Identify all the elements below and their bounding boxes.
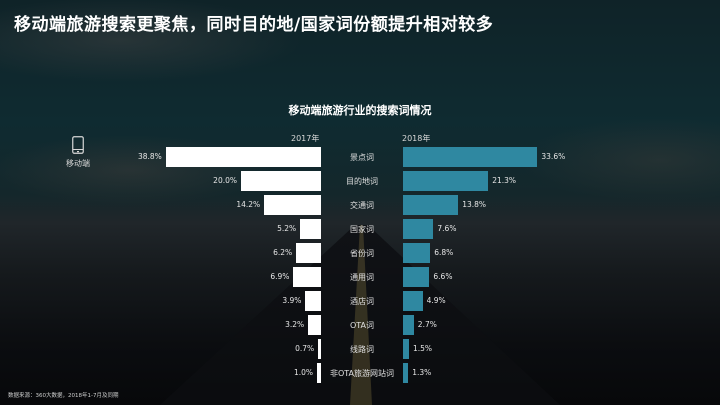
device-label: 移动端 xyxy=(66,159,90,168)
value-label-2018: 7.6% xyxy=(437,224,457,233)
value-label-2018: 1.5% xyxy=(413,344,433,353)
category-label: OTA词 xyxy=(349,321,375,330)
chart-row: 6.2% 省份词 6.8% xyxy=(0,243,720,263)
bar-2018 xyxy=(403,339,409,359)
chart-row: 38.8% 景点词 33.6% xyxy=(0,147,720,167)
chart-row: 5.2% 国家词 7.6% xyxy=(0,219,720,239)
value-label-2018: 6.6% xyxy=(433,272,453,281)
bar-2018 xyxy=(403,363,409,383)
category-label: 国家词 xyxy=(350,225,374,234)
bar-2017 xyxy=(317,363,321,383)
chart-row: 3.9% 酒店词 4.9% xyxy=(0,291,720,311)
bar-2017 xyxy=(308,315,321,335)
value-label-2017: 6.9% xyxy=(270,272,290,281)
bar-2017 xyxy=(264,195,321,215)
category-label: 目的地词 xyxy=(346,177,378,186)
chart-row: 14.2% 交通词 13.8% xyxy=(0,195,720,215)
bar-2018 xyxy=(403,243,431,263)
value-label-2017: 3.2% xyxy=(285,320,305,329)
value-label-2018: 13.8% xyxy=(462,200,487,209)
bar-2017 xyxy=(305,291,321,311)
bar-2018 xyxy=(403,315,414,335)
value-label-2018: 2.7% xyxy=(417,320,437,329)
value-label-2018: 33.6% xyxy=(541,152,566,161)
bar-2018 xyxy=(403,219,434,239)
series-label-2017: 2017年 xyxy=(291,134,320,143)
bar-2017 xyxy=(293,267,321,287)
bar-2018 xyxy=(403,195,459,215)
chart-row: 1.0% 非OTA旅游网站词 1.3% xyxy=(0,363,720,383)
series-label-2018: 2018年 xyxy=(402,134,431,143)
category-label: 省份词 xyxy=(350,249,374,258)
category-label: 景点词 xyxy=(350,153,374,162)
bar-2018 xyxy=(403,291,423,311)
bar-2018 xyxy=(403,171,489,191)
mobile-phone-icon xyxy=(72,136,84,154)
value-label-2017: 20.0% xyxy=(213,176,237,185)
value-label-2018: 6.8% xyxy=(434,248,454,257)
data-source-note: 数据来源：360大数据，2018年1-7月及同期 xyxy=(8,393,119,399)
value-label-2017: 3.9% xyxy=(282,296,302,305)
value-label-2018: 21.3% xyxy=(492,176,517,185)
chart-row: 0.7% 线路词 1.5% xyxy=(0,339,720,359)
category-label: 通用词 xyxy=(350,273,374,282)
category-label: 酒店词 xyxy=(350,297,374,306)
category-label: 线路词 xyxy=(350,345,374,354)
value-label-2017: 5.2% xyxy=(277,224,297,233)
value-label-2017: 38.8% xyxy=(137,152,162,161)
bar-2018 xyxy=(403,147,538,167)
category-label: 非OTA旅游网站词 xyxy=(329,369,395,378)
value-label-2017: 1.0% xyxy=(293,368,313,377)
chart-row: 6.9% 通用词 6.6% xyxy=(0,267,720,287)
bar-2017 xyxy=(296,243,321,263)
device-indicator: 移动端 xyxy=(58,136,98,169)
chart-row: 3.2% OTA词 2.7% xyxy=(0,315,720,335)
bar-2018 xyxy=(403,267,430,287)
page-title: 移动端旅游搜索更聚焦，同时目的地/国家词份额提升相对较多 xyxy=(14,15,494,35)
chart-row: 20.0% 目的地词 21.3% xyxy=(0,171,720,191)
value-label-2017: 0.7% xyxy=(295,344,315,353)
value-label-2018: 4.9% xyxy=(426,296,446,305)
bar-2017 xyxy=(318,339,321,359)
chart-title: 移动端旅游行业的搜索词情况 xyxy=(288,104,432,117)
category-label: 交通词 xyxy=(350,201,374,210)
bar-2017 xyxy=(300,219,321,239)
value-label-2017: 14.2% xyxy=(236,200,261,209)
bar-2017 xyxy=(241,171,321,191)
value-label-2018: 1.3% xyxy=(412,368,432,377)
value-label-2017: 6.2% xyxy=(273,248,293,257)
bar-2017 xyxy=(165,147,321,167)
